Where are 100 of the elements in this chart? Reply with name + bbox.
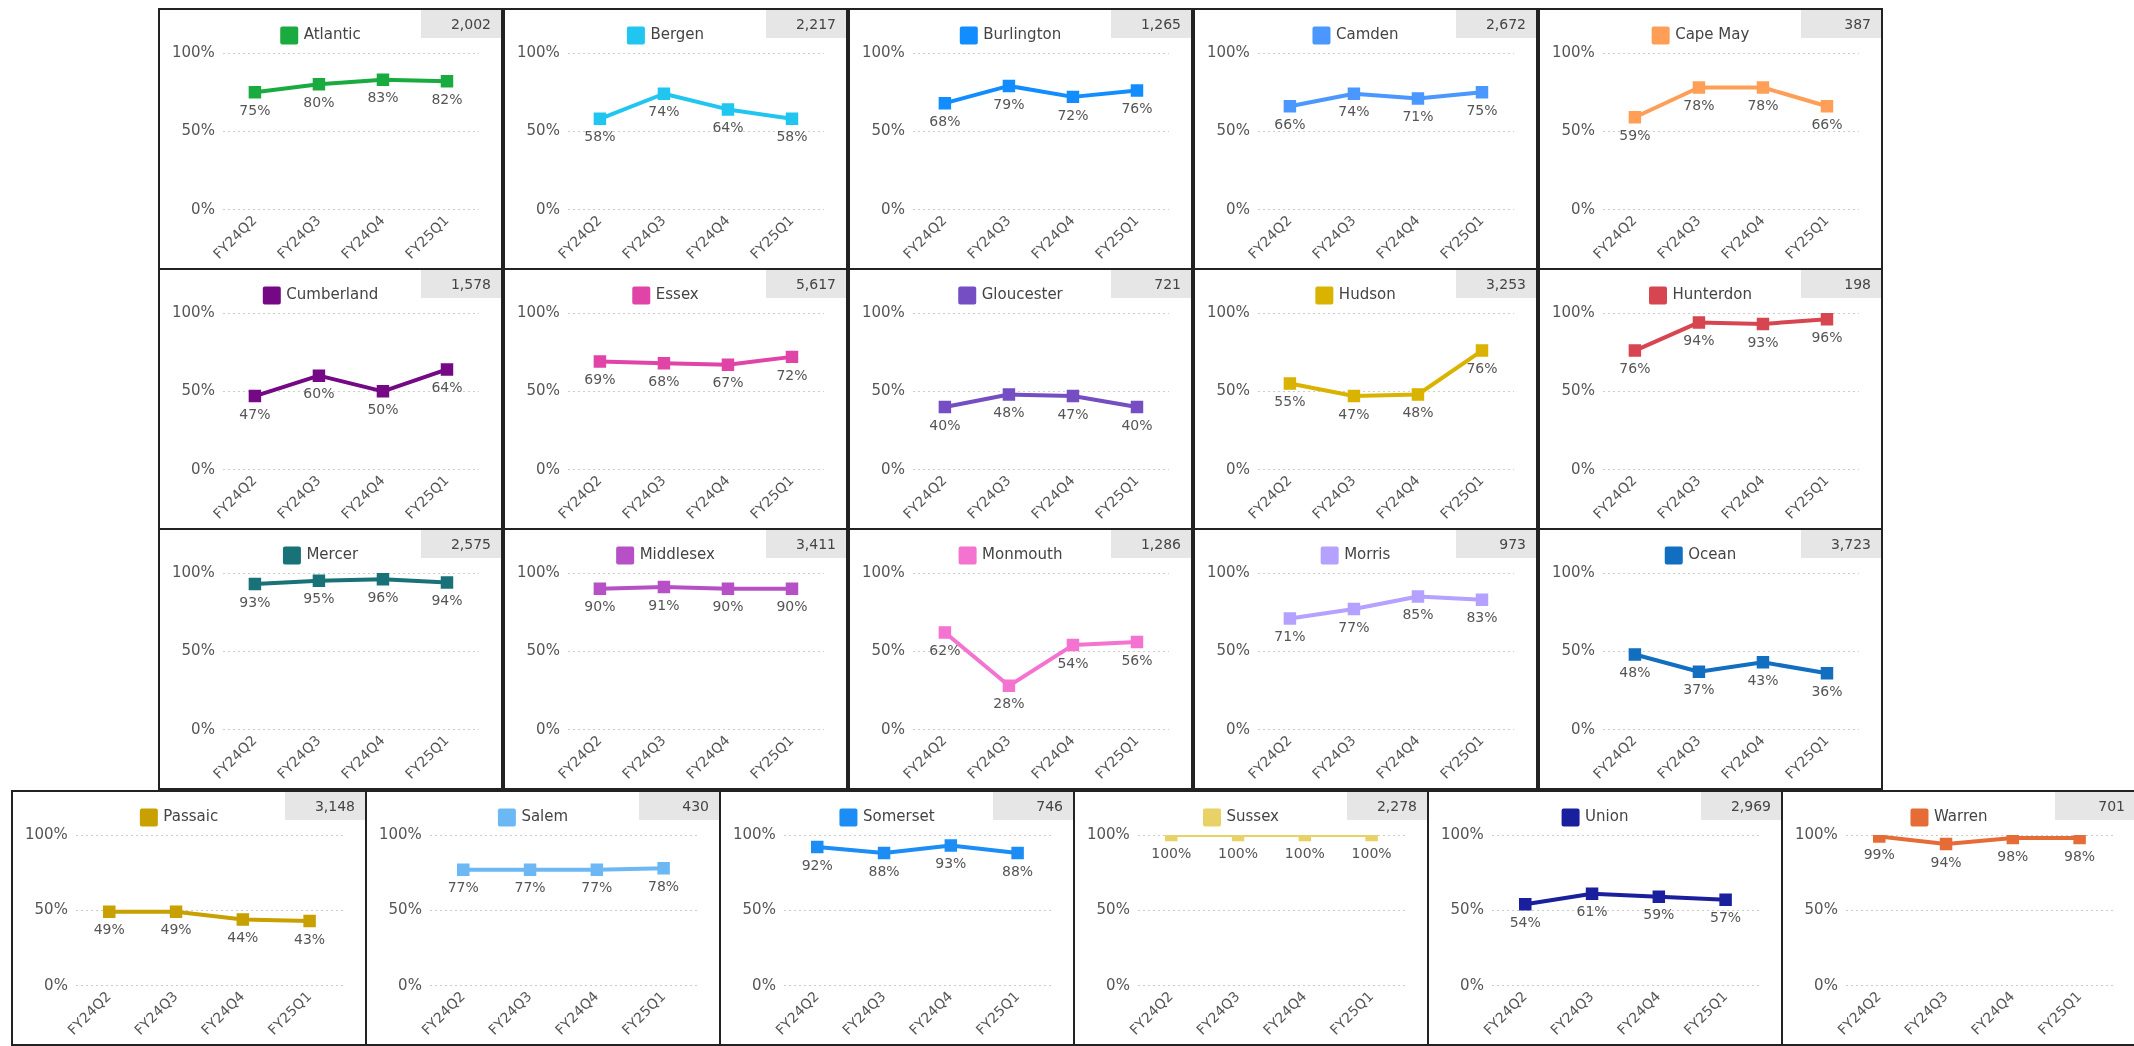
legend-label: Union	[1585, 807, 1629, 826]
data-label: 75%	[239, 101, 271, 118]
y-tick-label: 100%	[516, 42, 560, 61]
y-tick-label: 0%	[398, 975, 422, 994]
data-label: 68%	[929, 112, 961, 129]
point	[593, 112, 607, 126]
data-label: 88%	[1002, 862, 1034, 879]
y-tick-label: 100%	[1794, 824, 1838, 843]
data-label: 93%	[239, 593, 271, 610]
y-tick-label: 0%	[1571, 199, 1595, 218]
point	[1820, 313, 1834, 326]
text: 2,217	[766, 10, 846, 38]
y-tick-label: 100%	[861, 562, 905, 581]
data-label: 40%	[929, 416, 961, 433]
y-tick-label: 50%	[1216, 121, 1250, 140]
legend-label: Hunterdon	[1672, 285, 1753, 304]
data-label: 77%	[447, 879, 479, 896]
y-tick-label: 0%	[1106, 975, 1130, 994]
data-label: 88%	[868, 862, 900, 879]
y-tick-label: 50%	[1216, 641, 1250, 660]
point	[1283, 612, 1297, 625]
y-tick-label: 50%	[388, 900, 422, 919]
data-label: 93%	[935, 855, 967, 872]
data-label: 72%	[1057, 106, 1089, 123]
point	[1347, 602, 1361, 616]
data-label: 58%	[776, 128, 808, 145]
text: 973	[1456, 530, 1536, 558]
text: 3,148	[285, 792, 365, 820]
point	[1585, 887, 1599, 901]
data-label: 56%	[1121, 651, 1153, 668]
point	[169, 905, 183, 919]
y-tick-label: 0%	[536, 719, 560, 738]
text: 1,578	[421, 270, 501, 298]
data-label: 59%	[1619, 126, 1651, 143]
data-label: 98%	[2064, 847, 2096, 864]
point	[1002, 679, 1016, 693]
y-tick-label: 0%	[1226, 459, 1250, 478]
data-label: 80%	[303, 93, 335, 110]
text: 3,253	[1456, 270, 1536, 298]
data-label: 75%	[1466, 101, 1498, 118]
data-label: 94%	[1930, 853, 1962, 870]
y-tick-label: 50%	[1804, 900, 1838, 919]
point	[376, 73, 390, 86]
y-tick-label: 50%	[1450, 900, 1484, 919]
data-label: 48%	[993, 404, 1025, 421]
point	[1652, 890, 1666, 904]
data-label: 47%	[1057, 405, 1089, 422]
y-tick-label: 100%	[1206, 42, 1250, 61]
data-label: 62%	[929, 642, 961, 659]
y-tick-label: 0%	[881, 459, 905, 478]
data-label: 54%	[1509, 913, 1541, 930]
data-label: 77%	[581, 879, 613, 896]
text: 430	[639, 792, 719, 820]
text: 2,672	[1456, 10, 1536, 38]
point	[944, 839, 958, 852]
y-tick-label: 0%	[536, 199, 560, 218]
y-tick-label: 50%	[181, 381, 215, 400]
data-label: 55%	[1274, 393, 1306, 410]
text: 1,286	[1111, 530, 1191, 558]
text: 2,575	[421, 530, 501, 558]
point	[1628, 648, 1642, 661]
data-label: 66%	[1274, 115, 1306, 132]
y-tick-label: 0%	[1814, 975, 1838, 994]
data-label: 85%	[1402, 606, 1434, 623]
data-label: 36%	[1811, 682, 1843, 699]
text: 3,723	[1801, 530, 1881, 558]
data-label: 83%	[367, 89, 399, 106]
data-label: 76%	[1121, 100, 1153, 117]
text: 1,265	[1111, 10, 1191, 38]
data-label: 50%	[367, 400, 399, 417]
legend-label: Monmouth	[982, 545, 1063, 564]
point	[657, 87, 671, 100]
data-label: 74%	[1338, 103, 1370, 120]
y-tick-label: 50%	[1561, 381, 1595, 400]
legend-label: Gloucester	[981, 285, 1064, 304]
point	[1820, 100, 1834, 113]
text: 5,617	[766, 270, 846, 298]
point	[593, 355, 607, 368]
data-label: 71%	[1402, 108, 1434, 125]
data-label: 59%	[1643, 906, 1675, 923]
legend-label: Atlantic	[303, 25, 361, 44]
point	[303, 914, 316, 928]
data-label: 47%	[239, 405, 271, 422]
point	[1411, 590, 1425, 603]
point	[1347, 389, 1361, 403]
text: 2,002	[421, 10, 501, 38]
y-tick-label: 100%	[1206, 562, 1250, 581]
point	[1130, 84, 1144, 97]
data-label: 93%	[1747, 333, 1779, 350]
text: 701	[2055, 792, 2134, 820]
y-tick-label: 0%	[191, 459, 215, 478]
y-tick-label: 0%	[1226, 719, 1250, 738]
point	[1756, 656, 1770, 669]
data-label: 82%	[431, 90, 463, 107]
text: 746	[993, 792, 1073, 820]
y-tick-label: 0%	[752, 975, 776, 994]
data-label: 100%	[1151, 844, 1192, 861]
point	[811, 840, 824, 854]
legend-label: Passaic	[163, 807, 219, 826]
point	[1283, 377, 1297, 390]
